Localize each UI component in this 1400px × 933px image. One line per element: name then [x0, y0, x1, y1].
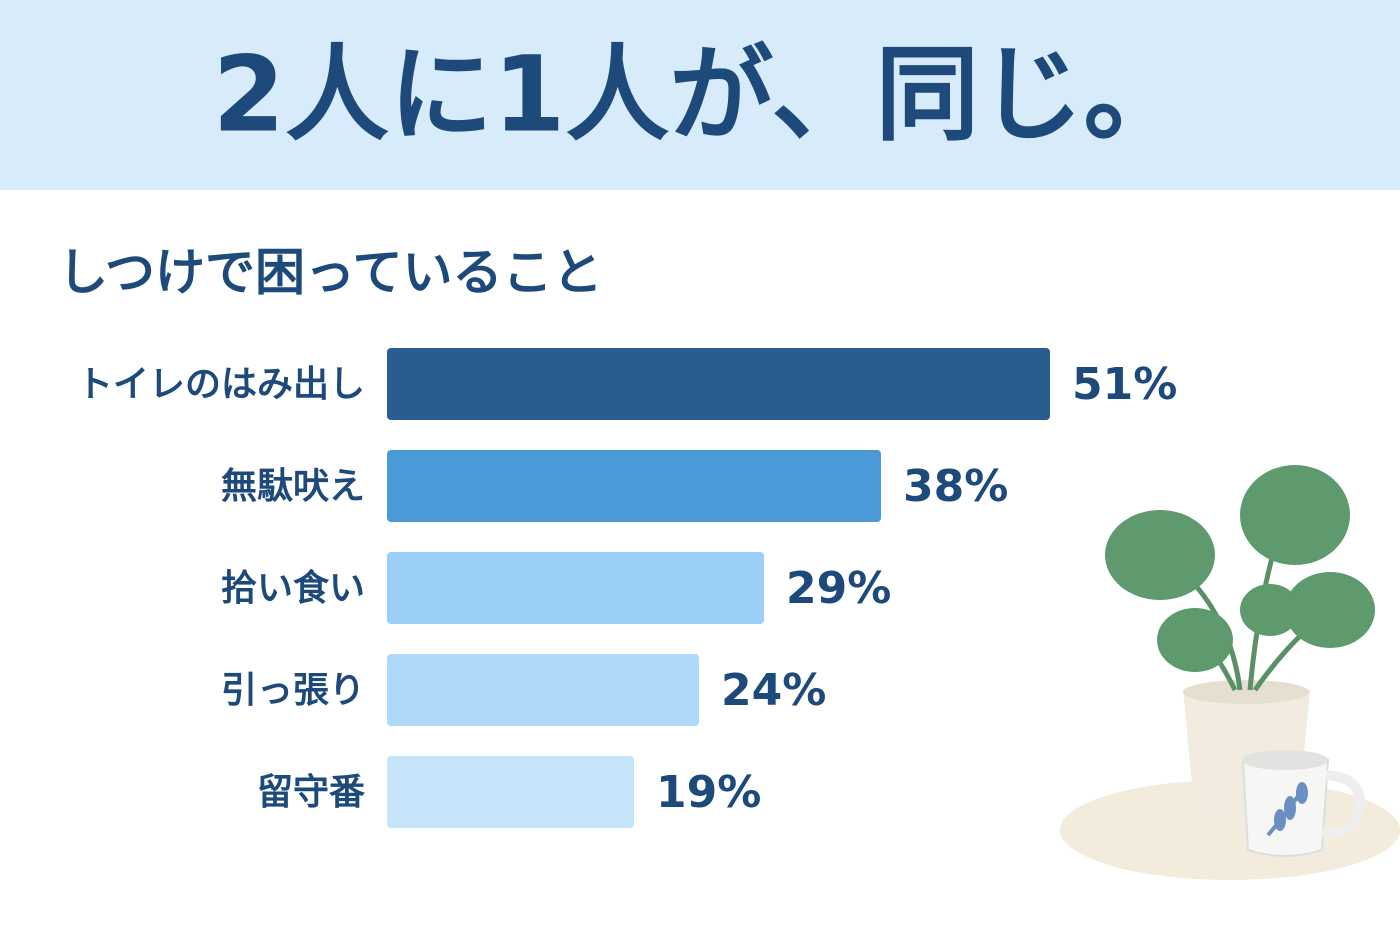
plant-illustration [1060, 465, 1400, 880]
bar [387, 552, 764, 624]
header-band [0, 0, 1400, 190]
category-label: 拾い食い [221, 568, 365, 609]
category-label: トイレのはみ出し [77, 364, 365, 405]
bar [387, 654, 699, 726]
value-label: 29% [786, 563, 891, 614]
chart-title: 2人に1人が、同じ。 [213, 33, 1188, 155]
category-label: 引っ張り [221, 670, 365, 711]
bar [387, 450, 881, 522]
bar [387, 756, 634, 828]
value-label: 24% [721, 665, 826, 716]
category-label: 留守番 [257, 772, 365, 813]
chart-subtitle: しつけで困っていること [58, 244, 603, 302]
bar [387, 348, 1050, 420]
category-label: 無駄吠え [221, 466, 365, 507]
value-label: 19% [656, 767, 761, 818]
value-label: 38% [903, 461, 1008, 512]
value-label: 51% [1072, 359, 1177, 410]
